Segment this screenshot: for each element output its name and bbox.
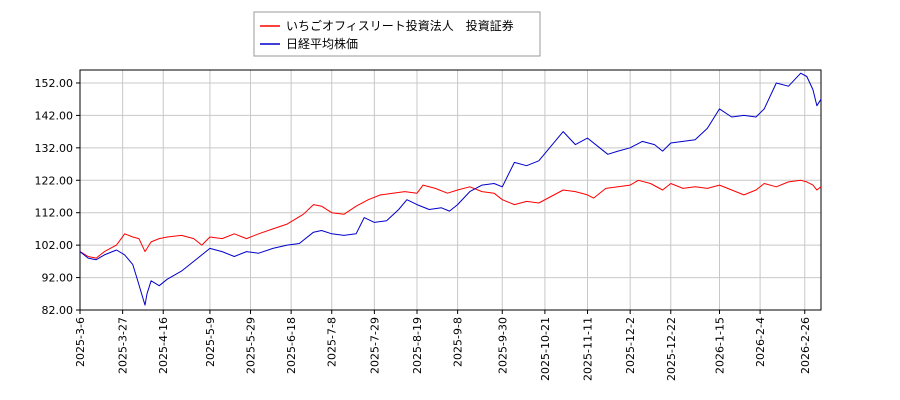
y-tick-label: 102.00	[35, 239, 74, 252]
x-tick-label: 2026-2-4	[754, 317, 767, 367]
plot-area-frame	[79, 69, 822, 311]
x-tick-label: 2025-12-2	[624, 317, 637, 374]
grid	[79, 70, 821, 311]
legend: いちごオフィスリート投資法人 投資証券 日経平均株価	[253, 11, 541, 57]
series-line-ichigo-office-reit	[79, 179, 822, 259]
x-tick-label: 2025-7-8	[326, 317, 339, 367]
x-tick-label: 2025-3-6	[74, 317, 87, 367]
y-tick-label: 122.00	[35, 174, 74, 187]
y-axis: 82.00 92.00 102.00 112.00 122.00 132.00 142.00…	[35, 77, 80, 317]
x-tick-label: 2025-9-30	[496, 317, 509, 374]
y-tick-label: 92.00	[42, 272, 74, 285]
legend-label-ichigo-office-reit: いちごオフィスリート投資法人 投資証券	[286, 18, 514, 33]
x-tick-label: 2025-9-8	[452, 317, 465, 367]
x-axis: 2025-3-6 2025-3-27 2025-4-16 2025-5-9 2025-5…	[74, 310, 812, 381]
series-group	[79, 72, 822, 306]
x-tick-label: 2025-6-18	[285, 317, 298, 374]
x-tick-label: 2026-1-15	[713, 317, 726, 374]
x-tick-label: 2025-11-11	[582, 317, 595, 381]
x-tick-label: 2025-10-21	[539, 317, 552, 381]
y-tick-label: 112.00	[35, 207, 74, 220]
y-tick-label: 132.00	[35, 142, 74, 155]
x-tick-label: 2025-12-22	[665, 317, 678, 381]
x-tick-label: 2025-7-29	[368, 317, 381, 374]
legend-box	[253, 11, 541, 57]
x-tick-label: 2025-3-27	[117, 317, 130, 374]
y-tick-label: 82.00	[42, 304, 74, 317]
x-tick-label: 2025-8-19	[411, 317, 424, 374]
y-tick-label: 142.00	[35, 109, 74, 122]
x-tick-label: 2025-4-16	[157, 317, 170, 374]
x-tick-label: 2025-5-9	[204, 317, 217, 367]
series-line-nikkei225	[79, 72, 822, 306]
x-tick-label: 2025-5-29	[245, 317, 258, 374]
x-tick-label: 2026-2-26	[799, 317, 812, 374]
legend-label-nikkei225: 日経平均株価	[286, 36, 358, 51]
y-tick-label: 152.00	[35, 77, 74, 90]
